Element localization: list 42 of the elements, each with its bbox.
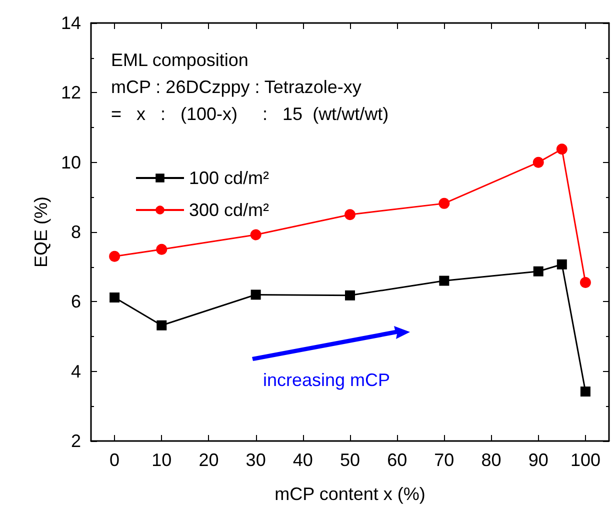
point — [109, 250, 120, 262]
y-tick-label: 2 — [70, 431, 81, 451]
x-tick-label: 80 — [481, 450, 502, 470]
annotation: mCP : 26DCzppy : Tetrazole-xy — [111, 77, 362, 97]
point — [156, 244, 168, 255]
annotation: = x : (100-x) : 15 (wt/wt/wt) — [111, 104, 389, 124]
x-tick-label: 0 — [110, 450, 120, 470]
point — [580, 277, 591, 288]
point — [156, 320, 167, 330]
x-tick-label: 60 — [387, 450, 408, 470]
x-tick-label: 10 — [152, 450, 172, 470]
point — [250, 229, 262, 240]
x-tick-label: 40 — [292, 450, 313, 470]
legend-label: 100 cd/m² — [189, 168, 270, 188]
point — [532, 156, 544, 168]
point — [439, 276, 450, 286]
y-tick-label: 10 — [60, 152, 81, 172]
x-tick-label: 100 — [570, 450, 600, 470]
point — [250, 290, 261, 300]
point — [345, 290, 355, 300]
y-tick-label: 14 — [60, 13, 81, 33]
y-axis-title: EQE (%) — [31, 196, 52, 268]
x-tick-label: 30 — [246, 450, 266, 470]
annotation: EML composition — [111, 50, 248, 70]
point — [556, 144, 568, 155]
x-tick-label: 20 — [198, 450, 219, 470]
annotation: increasing mCP — [263, 370, 390, 390]
legend-label: 300 cd/m² — [189, 200, 270, 220]
point — [344, 209, 356, 220]
x-tick-label: 50 — [340, 450, 360, 470]
point — [533, 266, 544, 276]
x-axis-title: mCP content x (%) — [274, 484, 426, 504]
y-tick-label: 12 — [60, 82, 81, 103]
y-tick-label: 8 — [70, 222, 81, 242]
x-tick-label: 90 — [528, 450, 548, 470]
x-tick-label: 70 — [434, 450, 454, 470]
y-tick-label: 6 — [70, 292, 81, 312]
point — [110, 292, 120, 302]
y-tick-label: 4 — [70, 361, 81, 382]
point — [580, 386, 590, 397]
point — [556, 259, 567, 270]
point — [438, 198, 450, 209]
